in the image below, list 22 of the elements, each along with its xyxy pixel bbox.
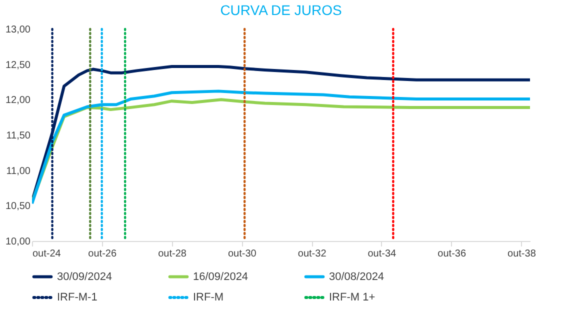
y-tick-label: 11,50 [6,130,31,142]
y-tick-label: 10,00 [5,236,31,248]
legend-label: IRF-M 1+ [329,292,376,304]
legend-label: IRF-M-1 [57,292,98,304]
x-tick-label: out-26 [88,248,117,260]
y-tick-label: 12,00 [5,95,31,106]
x-tick-label: out-28 [158,248,187,260]
chart-title: CURVA DE JUROS [220,2,342,18]
x-tick-label: out-38 [508,248,536,260]
legend-label: IRF-M [193,292,224,304]
x-tick-label: out-34 [368,248,397,260]
y-tick-label: 12,50 [5,60,31,71]
legend-label: 30/09/2024 [57,270,112,283]
x-tick-label: out-30 [228,248,257,260]
legend-label: 30/08/2024 [329,270,384,283]
y-tick-label: 13,00 [5,24,31,36]
y-tick-label: 11,00 [6,166,31,177]
x-tick-label: out-32 [298,248,327,260]
x-tick-label: out-36 [438,248,466,260]
x-tick-label: out-24 [32,248,62,260]
y-tick-label: 10,50 [5,201,31,212]
legend-label: 16/09/2024 [193,270,248,283]
